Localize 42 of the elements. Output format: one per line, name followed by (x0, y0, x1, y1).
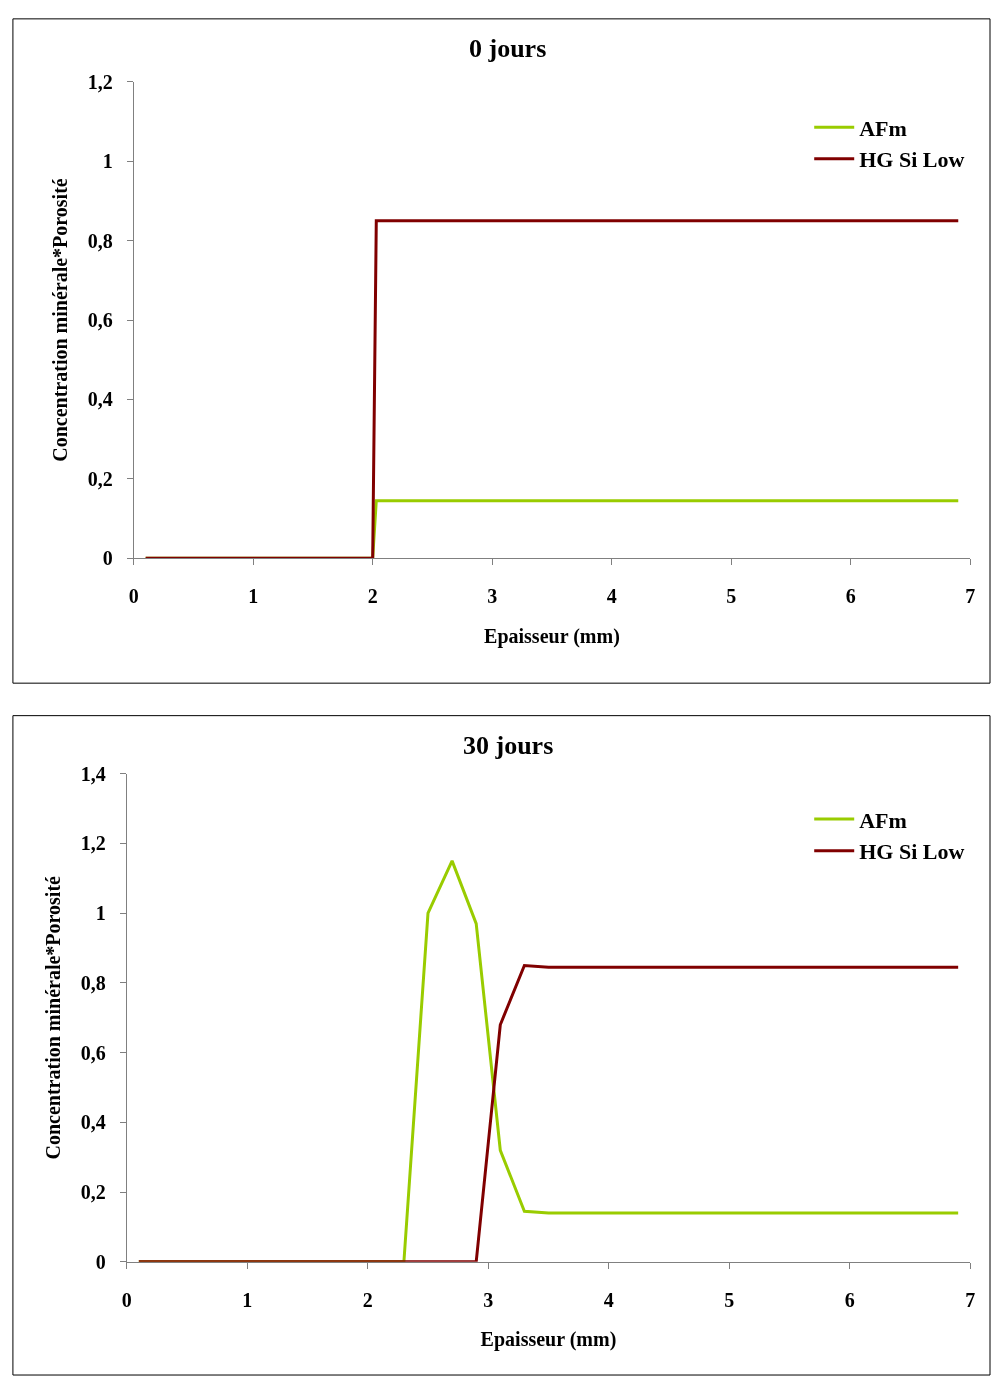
x-tick-label: 0 (128, 585, 139, 608)
x-tick-label: 4 (603, 1288, 614, 1311)
x-tick-label: 5 (726, 585, 737, 608)
x-tick-label: 0 (121, 1288, 132, 1311)
x-tick-label: 3 (487, 585, 498, 608)
y-tick-label: 1 (95, 902, 106, 925)
y-tick-label: 1 (102, 150, 113, 173)
y-tick-label: 0,4 (87, 388, 113, 411)
x-tick-label: 4 (606, 585, 617, 608)
x-tick-label: 5 (724, 1288, 735, 1311)
x-tick-label: 6 (844, 1288, 855, 1311)
x-tick-label: 7 (965, 1288, 976, 1311)
y-axis-title: Concentration minérale*Porosité (42, 875, 65, 1160)
y-tick-label: 0,2 (80, 1181, 106, 1204)
x-tick-label: 2 (367, 585, 378, 608)
x-axis-title: Epaisseur (mm) (484, 624, 620, 648)
x-tick-label: 2 (362, 1288, 373, 1311)
y-tick-label: 0,8 (80, 971, 106, 994)
y-tick-label: 0 (95, 1250, 106, 1273)
x-tick-label: 1 (248, 585, 259, 608)
x-tick-label: 3 (483, 1288, 494, 1311)
chart-title: 30 jours (463, 731, 554, 760)
y-axis-title: Concentration minérale*Porosité (49, 178, 72, 462)
x-tick-label: 1 (242, 1288, 253, 1311)
chart-title: 0 jours (469, 34, 547, 63)
y-tick-label: 1,4 (80, 762, 106, 785)
y-tick-label: 0 (102, 547, 113, 570)
legend-label: HG Si Low (859, 839, 965, 865)
y-tick-label: 0,6 (87, 309, 113, 332)
legend-label: AFm (859, 807, 907, 833)
x-tick-label: 7 (965, 585, 976, 608)
legend-label: HG Si Low (859, 147, 965, 173)
y-tick-label: 0,8 (87, 229, 113, 252)
y-tick-label: 0,4 (80, 1111, 106, 1134)
y-tick-label: 0,2 (87, 467, 113, 490)
y-tick-label: 1,2 (87, 70, 113, 93)
y-tick-label: 0,6 (80, 1041, 106, 1064)
line-series (137, 963, 960, 1262)
x-tick-label: 6 (845, 585, 856, 608)
legend-label: AFm (859, 115, 907, 141)
y-tick-label: 1,2 (80, 832, 106, 855)
x-axis-title: Epaisseur (mm) (480, 1328, 617, 1352)
